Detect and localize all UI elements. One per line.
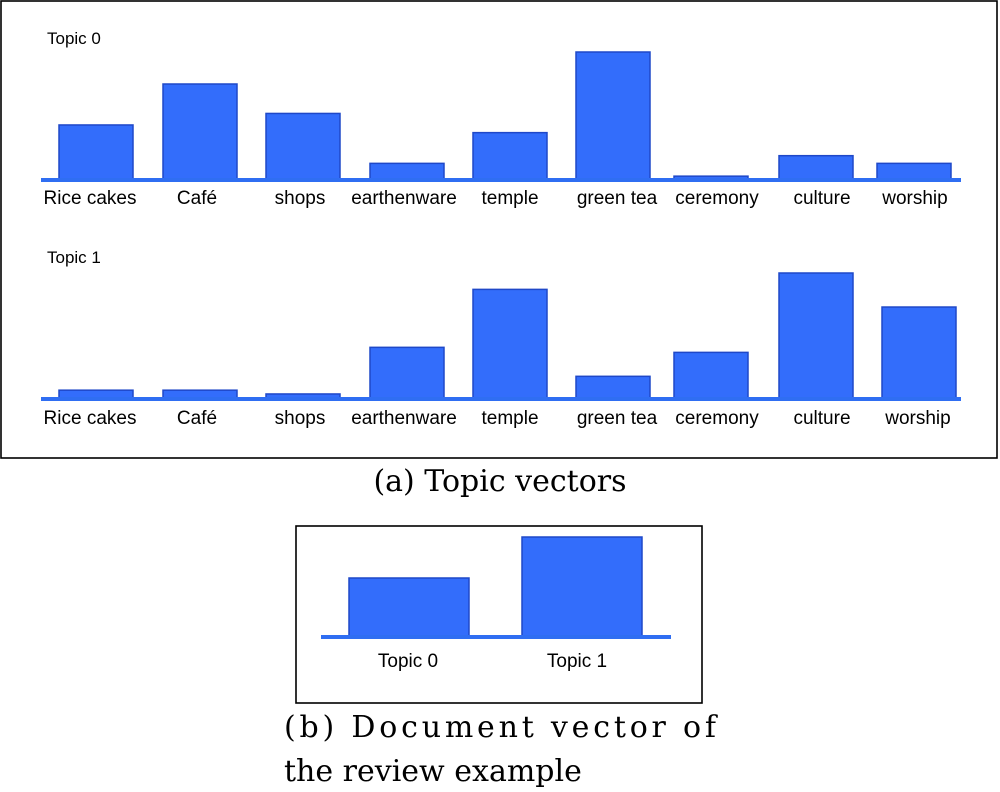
topic-0-bar-culture xyxy=(778,154,854,181)
caption-b-line1: (b) Document vector of xyxy=(284,710,718,745)
topic-1-tick-earthenware: earthenware xyxy=(351,408,457,429)
topic-1-tick-green-tea: green tea xyxy=(577,408,658,429)
document-vector-chart: Topic 0 Topic 1 xyxy=(321,536,671,672)
topic-1-tick-cafe: Café xyxy=(177,408,217,429)
topic-1-tick-rice-cakes: Rice cakes xyxy=(44,408,137,429)
topic-0-tick-temple: temple xyxy=(481,188,538,209)
topic-0-title: Topic 0 xyxy=(47,29,101,48)
doc-tick-topic-0: Topic 0 xyxy=(378,651,438,672)
topic-1-bar-culture xyxy=(778,272,854,400)
topic-1-tick-worship: worship xyxy=(884,408,950,429)
topic-0-tick-ceremony: ceremony xyxy=(675,188,759,209)
topic-0-bar-temple xyxy=(472,131,548,181)
topic-0-tick-earthenware: earthenware xyxy=(351,188,457,209)
panel-a-frame xyxy=(0,0,998,459)
topic-0-chart: Topic 0 Rice cakes Café shops earthenware te… xyxy=(41,29,961,209)
topic-0-bar-rice-cakes xyxy=(58,124,134,181)
topic-1-bar-green-tea xyxy=(575,375,651,400)
topic-1-bar-ceremony xyxy=(673,351,749,400)
topic-0-bar-cafe xyxy=(162,83,238,181)
topic-0-bar-worship xyxy=(876,162,952,181)
topic-1-title: Topic 1 xyxy=(47,248,101,267)
topic-1-bar-worship xyxy=(881,306,957,400)
topic-0-tick-worship: worship xyxy=(881,188,947,209)
topic-1-chart: Topic 1 Rice cakes Café shops earthenware te… xyxy=(41,248,961,429)
topic-0-tick-green-tea: green tea xyxy=(577,188,658,209)
topic-0-bar-earthenware xyxy=(369,162,445,181)
topic-1-tick-shops: shops xyxy=(275,408,326,429)
topic-1-tick-ceremony: ceremony xyxy=(675,408,759,429)
panel-b-frame xyxy=(295,525,703,704)
doc-bar-topic-1 xyxy=(521,536,643,638)
doc-tick-topic-1: Topic 1 xyxy=(547,651,607,672)
caption-b-line2: the review example xyxy=(284,754,582,789)
topic-0-bar-green-tea xyxy=(575,51,651,181)
doc-bar-topic-0 xyxy=(348,577,470,638)
topic-0-tick-shops: shops xyxy=(275,188,326,209)
topic-1-bar-temple xyxy=(472,288,548,400)
topic-1-bar-earthenware xyxy=(369,346,445,400)
topic-0-tick-cafe: Café xyxy=(177,188,217,209)
topic-0-tick-rice-cakes: Rice cakes xyxy=(44,188,137,209)
topic-1-tick-temple: temple xyxy=(481,408,538,429)
caption-a: (a) Topic vectors xyxy=(373,464,626,499)
topic-0-tick-culture: culture xyxy=(793,188,850,209)
topic-0-bar-shops xyxy=(265,112,341,181)
topic-1-tick-culture: culture xyxy=(793,408,850,429)
